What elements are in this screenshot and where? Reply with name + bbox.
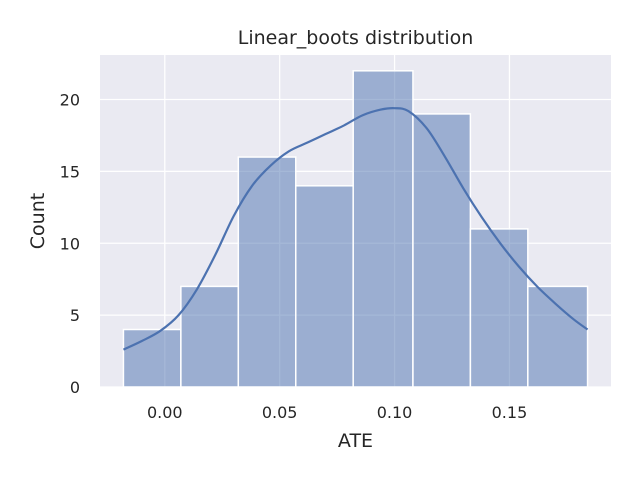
y-tick-label: 5 xyxy=(70,306,80,325)
kde-curve xyxy=(122,107,589,351)
y-tick-label: 20 xyxy=(60,91,80,110)
x-tick-labels: 0.00 0.05 0.10 0.15 xyxy=(147,403,527,422)
histogram-bars xyxy=(122,70,589,388)
x-tick-label: 0.05 xyxy=(262,403,298,422)
histogram-bar xyxy=(527,285,589,388)
histogram-bar xyxy=(180,285,240,388)
histogram-bar xyxy=(122,328,182,388)
x-tick-label: 0.15 xyxy=(492,403,528,422)
y-tick-label: 15 xyxy=(60,162,80,181)
histogram-bar xyxy=(237,156,297,388)
histogram-bar xyxy=(469,228,529,388)
y-tick-labels: 0 5 10 15 20 xyxy=(60,91,80,397)
chart-title: Linear_boots distribution xyxy=(238,27,474,49)
y-axis-title: Count xyxy=(27,193,49,249)
x-tick-label: 0.00 xyxy=(147,403,183,422)
x-tick-label: 0.10 xyxy=(377,403,413,422)
histogram-bar xyxy=(352,70,414,388)
histogram-bar xyxy=(412,113,472,388)
histogram-bar xyxy=(295,185,354,388)
y-tick-label: 0 xyxy=(70,378,80,397)
x-axis-title: ATE xyxy=(338,430,373,452)
y-tick-label: 10 xyxy=(60,234,80,253)
